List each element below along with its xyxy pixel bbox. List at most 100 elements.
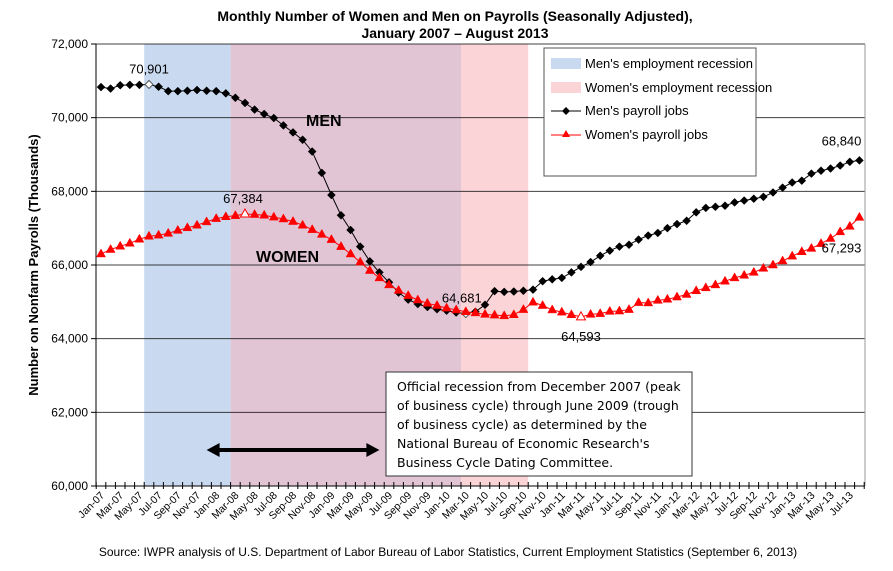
men-point <box>528 285 538 295</box>
women-point <box>633 297 644 306</box>
y-tick-label: 72,000 <box>51 37 88 51</box>
triangle-marker-icon <box>562 130 570 137</box>
men-point <box>768 188 778 197</box>
arrow-right-head-icon <box>366 443 380 457</box>
women-point <box>355 256 366 266</box>
men-point <box>691 207 701 217</box>
women-point <box>134 233 145 243</box>
men-point <box>797 176 807 186</box>
women-point <box>720 275 730 285</box>
men-point <box>787 178 797 187</box>
men-point <box>759 192 768 202</box>
men-point <box>845 157 855 167</box>
men-point <box>173 86 183 96</box>
women-point <box>806 242 817 252</box>
legend-box <box>543 47 757 177</box>
women-point <box>681 288 692 298</box>
women-point <box>528 296 538 306</box>
women-point <box>374 272 385 282</box>
women-point <box>700 282 711 292</box>
women-point <box>729 272 740 282</box>
y-tick-label: 70,000 <box>51 111 88 125</box>
men-point <box>807 169 816 179</box>
women-point <box>547 304 558 314</box>
men-point <box>163 86 173 96</box>
women-point <box>249 209 260 218</box>
women-value-annotation: 67,384 <box>223 191 263 206</box>
men-point <box>490 286 499 296</box>
women-point <box>672 291 682 301</box>
men-point <box>298 135 307 145</box>
women-series-label: WOMEN <box>256 249 319 266</box>
men-point <box>355 242 365 251</box>
women-point <box>220 211 231 220</box>
women-point <box>816 238 826 247</box>
women-point <box>297 219 308 229</box>
women-point <box>489 309 500 319</box>
men-point <box>672 219 682 229</box>
men-point <box>279 121 288 130</box>
women-point <box>585 308 596 318</box>
women-point <box>566 309 577 318</box>
men-point <box>144 79 154 90</box>
note-line-1: Official recession from December 2007 (p… <box>397 379 681 394</box>
women-value-annotation: 67,293 <box>822 240 862 255</box>
men-point <box>307 147 317 156</box>
men-point <box>730 198 739 207</box>
men-point <box>259 109 269 119</box>
men-point <box>154 82 163 92</box>
men-point <box>135 80 144 90</box>
men-value-annotation: 70,901 <box>129 61 169 76</box>
men-point <box>720 201 730 211</box>
women-point <box>825 232 836 242</box>
women-point <box>796 246 807 255</box>
women-point <box>230 210 241 219</box>
women-point <box>124 237 135 247</box>
men-point <box>538 276 547 286</box>
women-value-annotation: 64,593 <box>561 329 601 344</box>
men-point <box>605 246 615 255</box>
y-tick-label: 60,000 <box>51 479 88 493</box>
men-point <box>106 84 115 93</box>
men-point <box>211 86 221 96</box>
men-point <box>653 228 663 238</box>
legend-label-women-recession: Women's employment recession <box>585 80 772 95</box>
women-point <box>624 304 634 313</box>
men-point <box>96 82 106 92</box>
men-point <box>826 164 835 173</box>
legend-swatch-men-recession <box>551 58 581 69</box>
men-point <box>288 128 298 137</box>
men-point <box>269 113 279 123</box>
women-point <box>508 309 519 318</box>
arrow-left-head-icon <box>206 443 220 457</box>
legend-label-women-jobs: Women's payroll jobs <box>585 127 708 142</box>
women-point <box>345 248 356 258</box>
women-point <box>259 209 270 219</box>
women-point <box>748 266 759 276</box>
men-value-annotation: 64,681 <box>442 291 482 306</box>
y-tick-label: 66,000 <box>51 258 88 272</box>
men-point <box>643 231 653 240</box>
recession-span-arrow <box>206 443 380 457</box>
series-layer <box>96 79 865 321</box>
data-annotations: 70,901 64,681 68,840 67,384 64,593 67,293 <box>129 61 861 343</box>
women-point <box>326 234 337 243</box>
women-point <box>316 228 327 238</box>
note-line-4: National Bureau of Economic Research's <box>397 436 649 451</box>
women-point <box>182 222 193 232</box>
men-point <box>855 156 864 165</box>
women-point <box>643 297 654 307</box>
women-point <box>201 216 212 226</box>
women-point <box>432 300 442 309</box>
source-note: Source: IWPR analysis of U.S. Department… <box>99 545 797 559</box>
y-tick-label: 68,000 <box>51 184 88 198</box>
men-point <box>624 240 634 250</box>
women-point <box>537 300 548 309</box>
note-box <box>385 371 693 477</box>
men-series-label: MEN <box>306 113 342 130</box>
legend-swatch-women-recession <box>551 82 581 93</box>
women-point <box>556 306 567 316</box>
women-point <box>768 259 778 269</box>
men-point <box>739 196 749 205</box>
